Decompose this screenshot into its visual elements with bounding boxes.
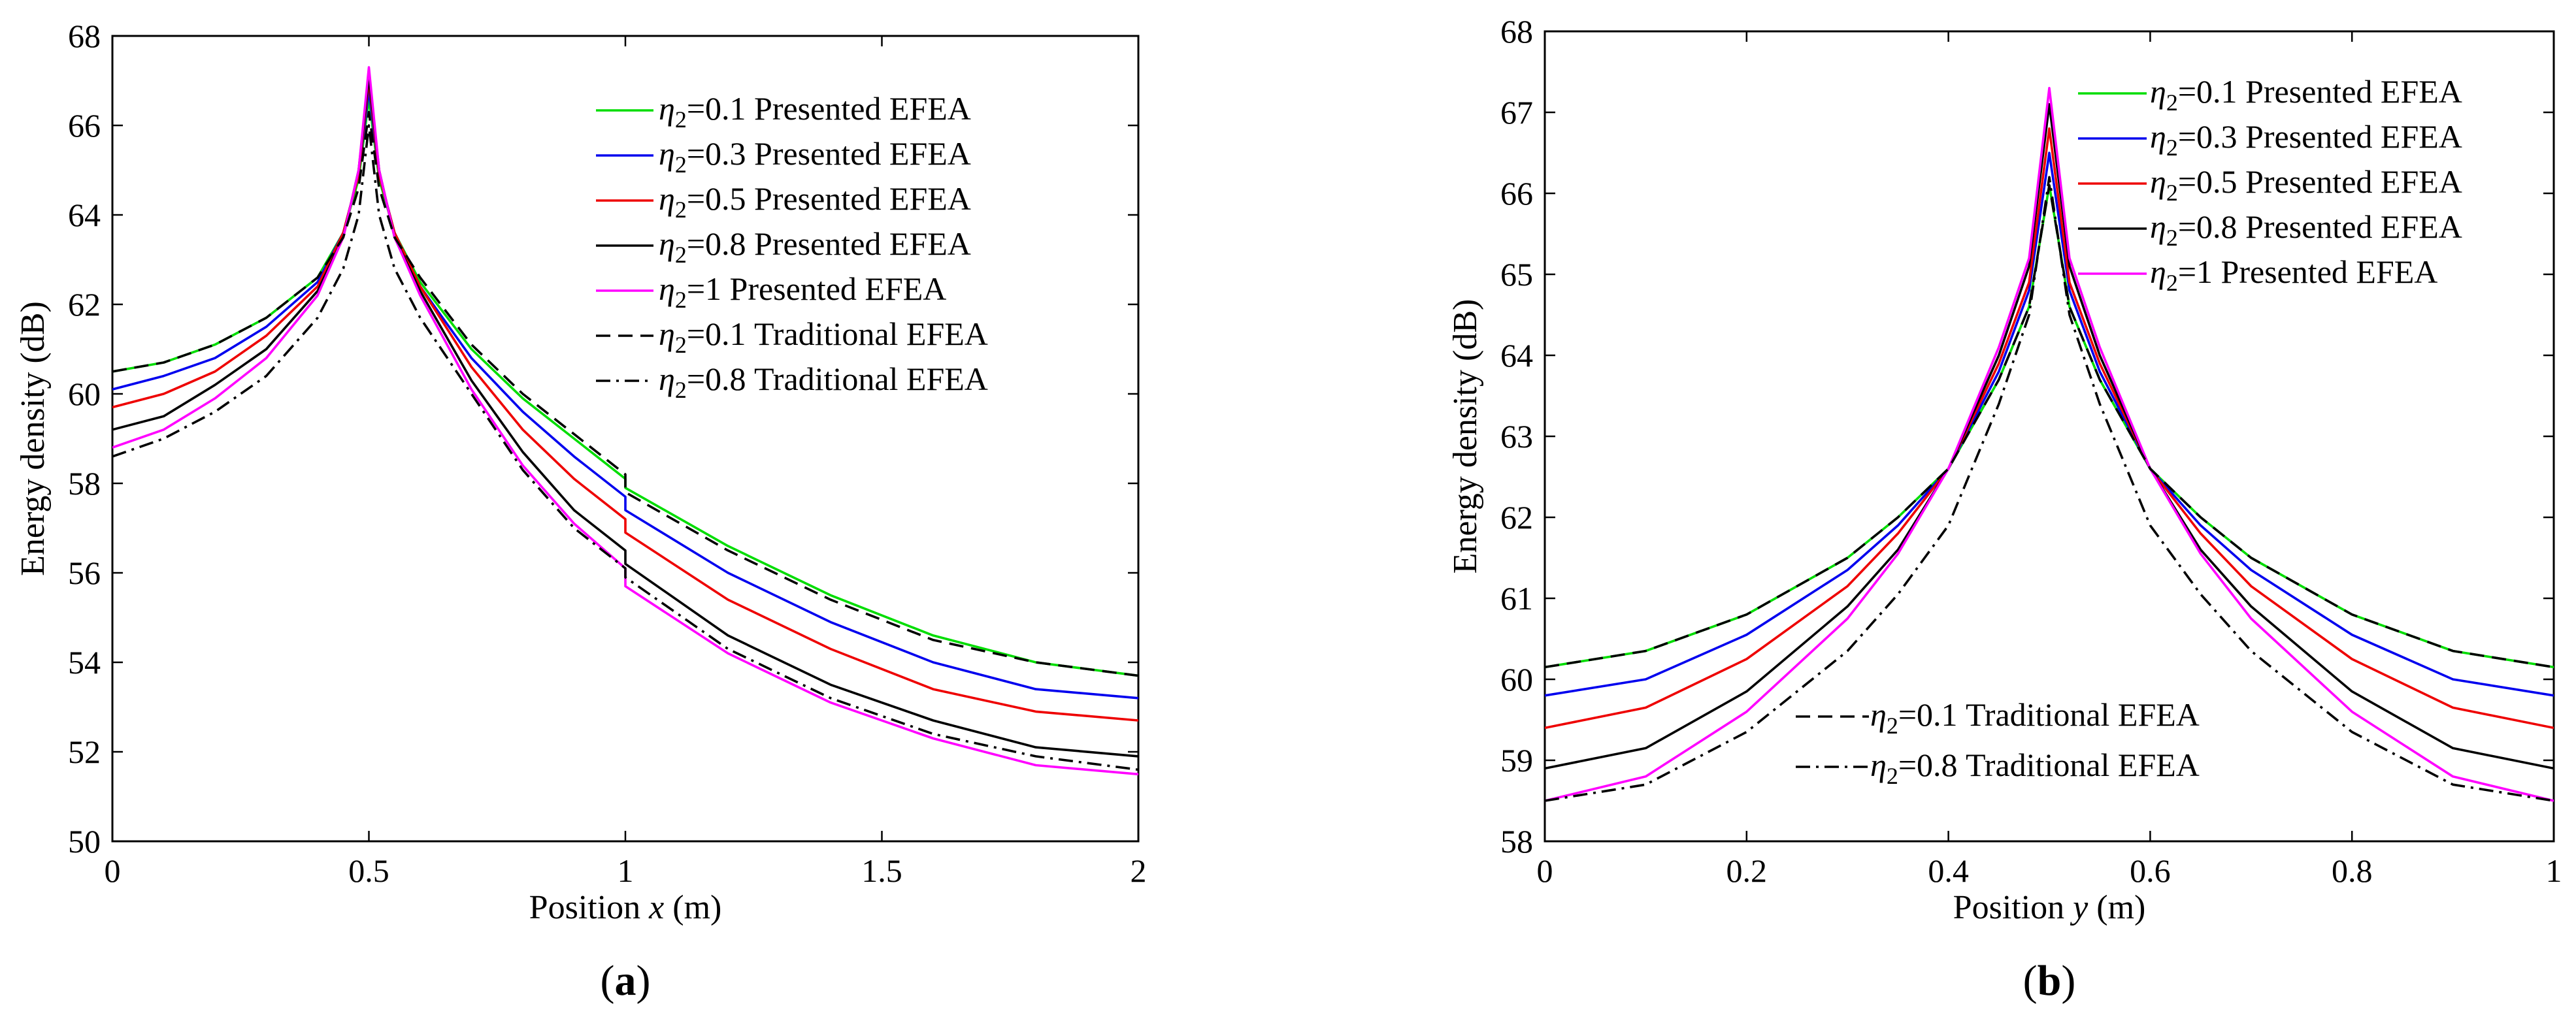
y-tick-label: 50 — [68, 823, 101, 860]
legend-entry-label: η2=0.3 Presented EFEA — [2150, 118, 2462, 161]
legend-entry-label: η2=0.5 Presented EFEA — [659, 180, 971, 223]
y-tick-label: 64 — [68, 197, 101, 233]
series-line — [112, 124, 1138, 771]
x-tick-label: 0 — [1537, 852, 1553, 889]
y-tick-label: 61 — [1500, 580, 1533, 617]
legend-entry-label: η2=0.3 Presented EFEA — [659, 135, 971, 178]
legend-entry-label: η2=0.1 Traditional EFEA — [659, 315, 988, 358]
y-tick-label: 65 — [1500, 256, 1533, 293]
y-tick-label: 68 — [1500, 13, 1533, 50]
y-tick-label: 54 — [68, 644, 101, 681]
series-line — [112, 74, 1138, 758]
series-line — [112, 79, 1138, 722]
series-line — [1545, 87, 2554, 802]
y-tick-label: 60 — [68, 376, 101, 412]
series-line — [1545, 176, 2554, 802]
legend-entry-label: η2=0.8 Traditional EFEA — [659, 361, 988, 403]
series-line — [1545, 127, 2554, 730]
panel-label: (b) — [2023, 957, 2076, 1005]
y-tick-label: 64 — [1500, 337, 1533, 374]
series-line — [1545, 152, 2554, 697]
y-axis-label: Energy density (dB) — [1447, 299, 1484, 574]
y-tick-label: 60 — [1500, 661, 1533, 698]
x-axis-label: Position x (m) — [529, 889, 722, 926]
y-tick-label: 56 — [68, 555, 101, 591]
x-tick-label: 0.6 — [2130, 852, 2171, 889]
y-tick-label: 63 — [1500, 418, 1533, 455]
y-tick-label: 58 — [68, 465, 101, 502]
legend-entry-label: η2=1 Presented EFEA — [659, 270, 946, 313]
legend-entry-label: η2=0.8 Presented EFEA — [659, 225, 971, 268]
y-tick-label: 66 — [1500, 175, 1533, 212]
legend-entry-label: η2=1 Presented EFEA — [2150, 253, 2437, 296]
y-tick-label: 62 — [1500, 499, 1533, 536]
x-tick-label: 0.8 — [2332, 852, 2373, 889]
x-tick-label: 2 — [1131, 852, 1147, 889]
legend-entry-label: η2=0.8 Presented EFEA — [2150, 208, 2462, 251]
series-line — [1545, 103, 2554, 770]
legend-entry-label: η2=0.8 Traditional EFEA — [1870, 747, 2200, 789]
y-tick-label: 67 — [1500, 94, 1533, 131]
y-tick-label: 68 — [68, 18, 101, 54]
x-tick-label: 1 — [2546, 852, 2562, 889]
legend-entry-label: η2=0.1 Presented EFEA — [659, 90, 971, 133]
panel-a: 0 0.5 1 1.5 2 50 52 54 56 58 60 62 64 66 68 Position x … — [14, 18, 1147, 1005]
legend-entry-label: η2=0.1 Presented EFEA — [2150, 73, 2462, 116]
x-tick-label: 1 — [618, 852, 634, 889]
y-tick-label: 52 — [68, 734, 101, 770]
y-tick-label: 58 — [1500, 823, 1533, 860]
series-line — [112, 110, 1138, 677]
y-axis-label: Energy density (dB) — [14, 301, 52, 576]
y-tick-label: 62 — [68, 286, 101, 323]
x-axis-label: Position y (m) — [1953, 889, 2146, 926]
x-tick-label: 0.5 — [348, 852, 389, 889]
y-tick-label: 59 — [1500, 742, 1533, 779]
x-tick-label: 1.5 — [861, 852, 902, 889]
series-line — [112, 66, 1138, 776]
legend-entry-label: η2=0.1 Traditional EFEA — [1870, 696, 2200, 739]
x-tick-label: 0 — [105, 852, 121, 889]
panel-b: 0 0.2 0.4 0.6 0.8 1 58 59 60 61 62 63 64 65 66 67 68 Posi… — [1447, 13, 2562, 1005]
x-tick-label: 0.4 — [1928, 852, 1969, 889]
x-tick-label: 0.2 — [1726, 852, 1768, 889]
legend-entry-label: η2=0.5 Presented EFEA — [2150, 163, 2462, 206]
y-tick-label: 66 — [68, 107, 101, 144]
panel-label: (a) — [601, 957, 651, 1005]
